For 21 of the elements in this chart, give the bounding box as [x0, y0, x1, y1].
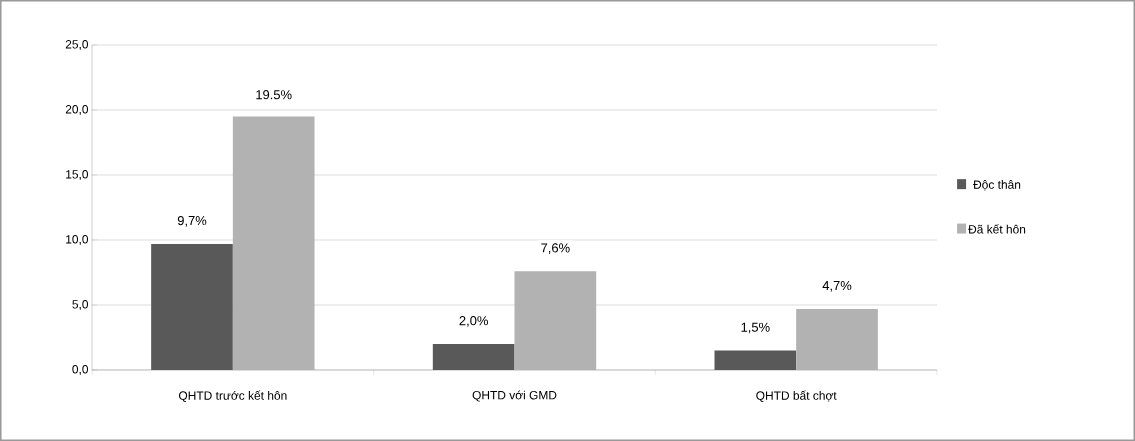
data-label: 19.5% — [256, 90, 292, 100]
bar — [432, 343, 515, 370]
x-tick-label: QHTD trước kết hôn — [178, 390, 287, 402]
data-label: 7,6% — [541, 243, 570, 254]
y-tick-label: 10,0 — [66, 235, 89, 245]
legend-label: Độc thân — [973, 180, 1021, 191]
y-tick-label: 5,0 — [72, 300, 89, 310]
legend-label: Đã kết hôn — [968, 224, 1026, 234]
x-tick-label: QHTD với GMD — [472, 390, 557, 402]
bar — [714, 350, 797, 370]
data-label: 4,7% — [822, 281, 852, 292]
bar — [151, 243, 233, 370]
bar — [796, 308, 878, 370]
y-tick-label: 25,0 — [65, 40, 89, 50]
y-tick-label: 20,0 — [65, 105, 89, 115]
y-tick-label: 15,0 — [66, 170, 89, 180]
data-label: 2,0% — [459, 316, 488, 327]
x-tick-label: QHTD bất chợt — [756, 390, 837, 402]
y-tick-label: 0,0 — [72, 365, 89, 375]
data-label: 1,5% — [741, 322, 770, 334]
data-label: 9,7% — [177, 215, 207, 227]
